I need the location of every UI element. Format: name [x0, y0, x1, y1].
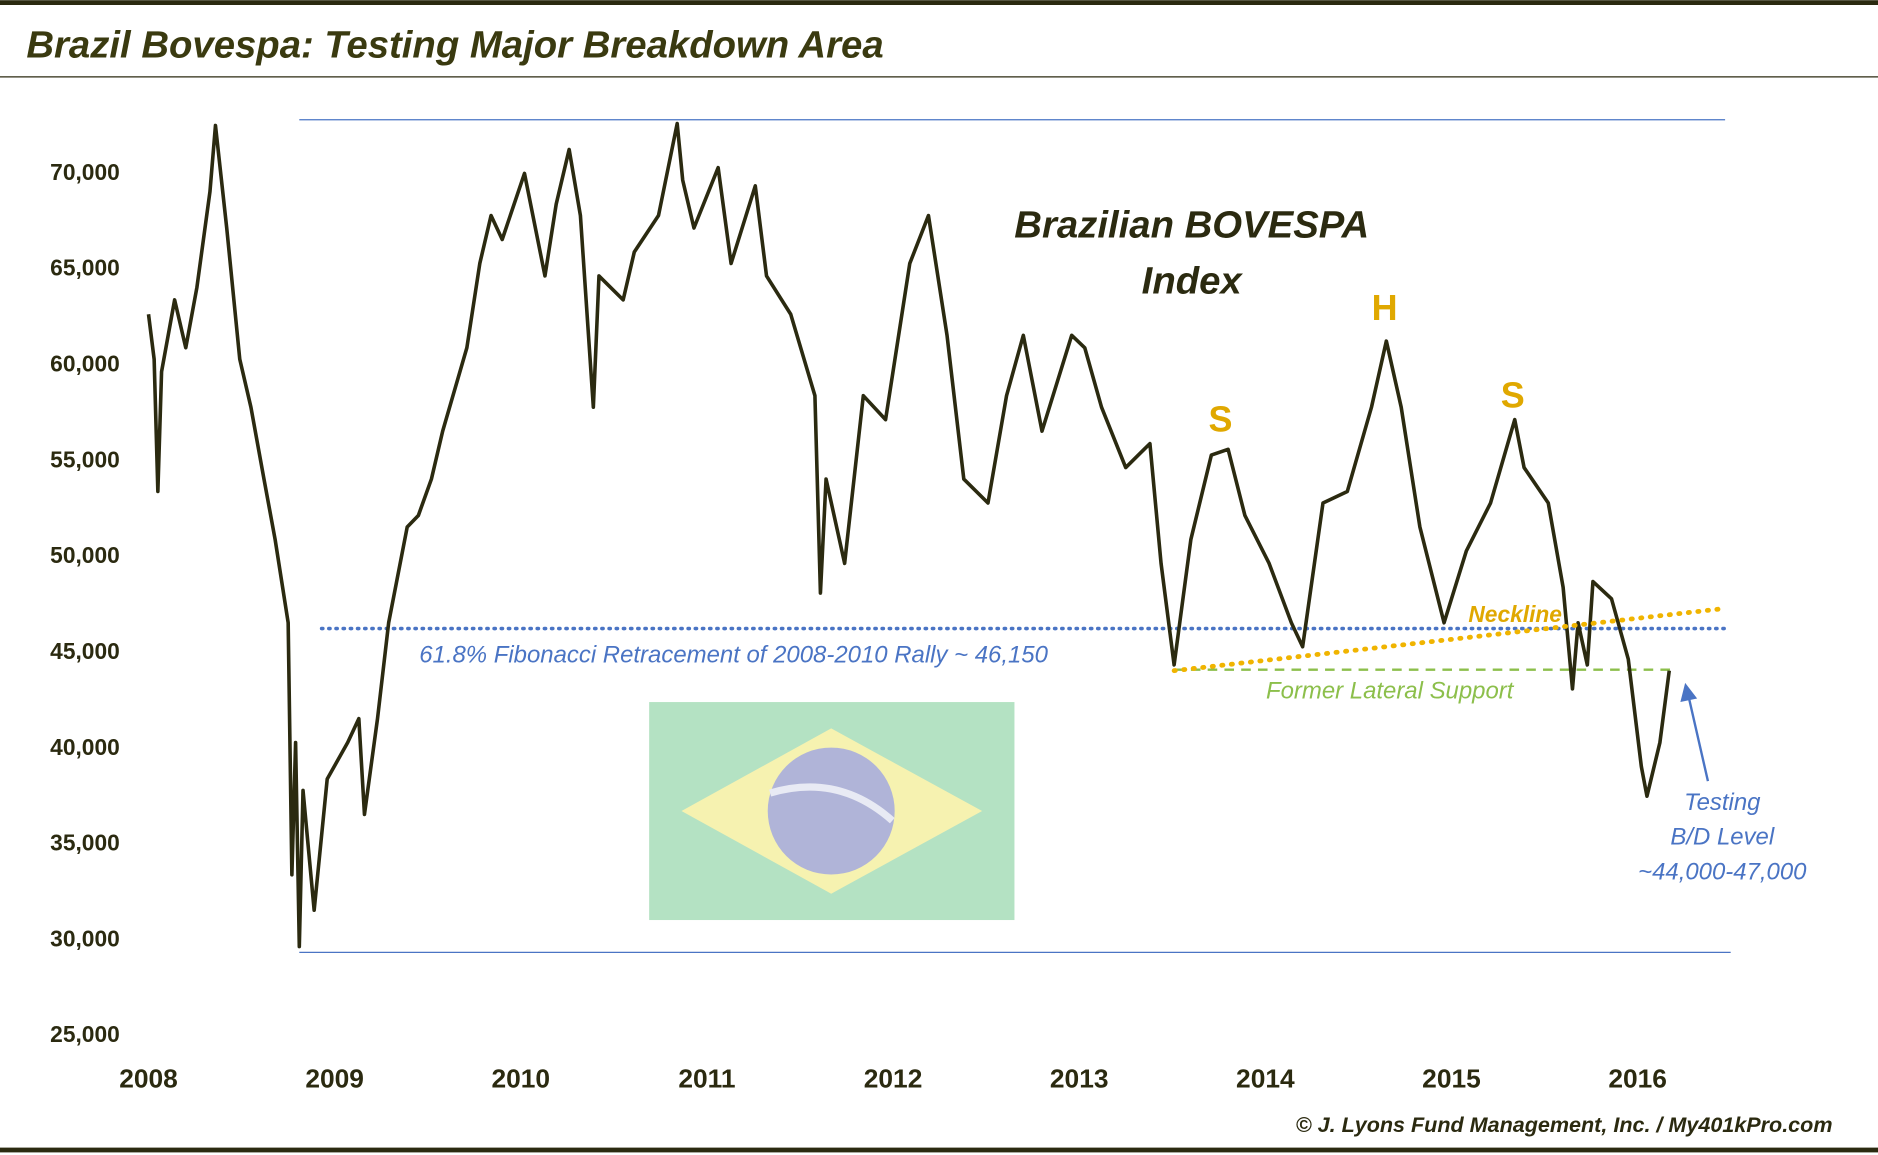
y-tick-label: 30,000	[50, 925, 120, 951]
y-tick-label: 55,000	[50, 446, 120, 472]
y-tick-label: 40,000	[50, 734, 120, 760]
top-bar	[0, 0, 1878, 5]
pattern-label: S	[1501, 374, 1525, 415]
bottom-bar	[0, 1147, 1878, 1153]
x-tick-label: 2012	[864, 1064, 923, 1094]
x-tick-label: 2009	[305, 1064, 364, 1094]
x-tick-label: 2014	[1236, 1064, 1295, 1094]
callout-arrow	[1680, 682, 1710, 782]
y-tick-label: 60,000	[50, 350, 120, 376]
chart-label: Brazilian BOVESPA	[1014, 203, 1369, 246]
x-tick-label: 2011	[678, 1064, 735, 1094]
pattern-label: S	[1208, 398, 1232, 439]
x-tick-label: 2008	[119, 1064, 178, 1094]
support-label: Former Lateral Support	[1266, 677, 1515, 704]
y-tick-label: 25,000	[50, 1021, 120, 1047]
x-tick-label: 2015	[1422, 1064, 1481, 1094]
y-tick-label: 50,000	[50, 542, 120, 568]
y-tick-label: 35,000	[50, 830, 120, 856]
neckline-label: Neckline	[1468, 601, 1562, 627]
flag	[649, 702, 1015, 921]
y-tick-label: 45,000	[50, 638, 120, 664]
pattern-label: H	[1372, 287, 1398, 328]
y-tick-label: 65,000	[50, 255, 120, 281]
callout: ~44,000-47,000	[1638, 858, 1807, 885]
chart-label: Index	[1142, 260, 1244, 303]
price-line	[146, 121, 1672, 949]
x-tick-label: 2016	[1608, 1064, 1667, 1094]
x-tick-label: 2010	[492, 1064, 551, 1094]
y-tick-label: 70,000	[50, 159, 120, 185]
callout: Testing	[1684, 789, 1761, 816]
source: © J. Lyons Fund Management, Inc. / My401…	[1296, 1112, 1833, 1137]
fib-label: 61.8% Fibonacci Retracement of 2008-2010…	[419, 642, 1048, 669]
chart-title: Brazil Bovespa: Testing Major Breakdown …	[26, 24, 883, 67]
plot: 25,000 30,000 35,000 40,000 45,000 50,000 55,0…	[50, 119, 1731, 1094]
x-tick-label: 2013	[1050, 1064, 1109, 1094]
callout: B/D Level	[1670, 824, 1774, 851]
neckline	[1171, 606, 1728, 674]
